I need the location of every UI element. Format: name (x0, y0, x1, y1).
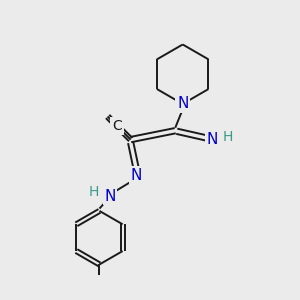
Text: H: H (88, 184, 99, 199)
Text: N: N (131, 168, 142, 183)
Text: C: C (112, 119, 122, 133)
Text: N: N (104, 189, 116, 204)
Text: N: N (207, 132, 218, 147)
Text: H: H (223, 130, 233, 144)
Text: N: N (177, 96, 188, 111)
